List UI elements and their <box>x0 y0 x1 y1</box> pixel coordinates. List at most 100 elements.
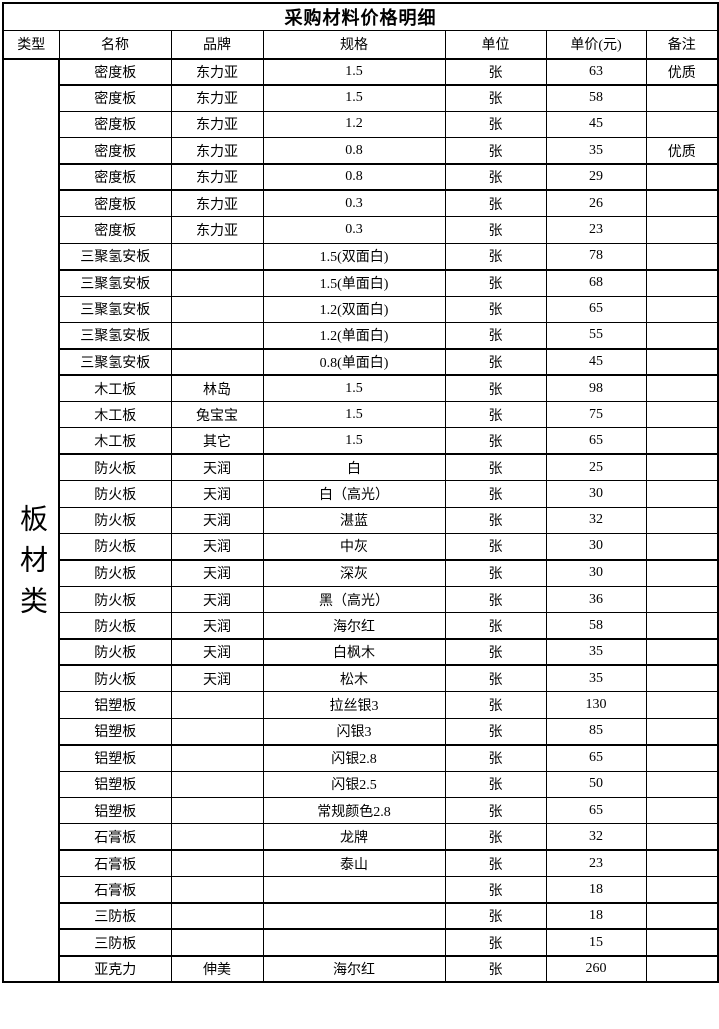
cell-name: 防火板 <box>58 559 172 587</box>
table-row: 密度板 东力亚 0.3 张 26 <box>3 189 719 218</box>
cell-note <box>645 453 719 482</box>
cell-brand: 林岛 <box>170 374 264 403</box>
cell-name: 石膏板 <box>58 876 172 905</box>
cell-note <box>645 374 719 403</box>
cell-name: 亚克力 <box>58 955 172 983</box>
cell-unit: 张 <box>444 163 547 192</box>
cell-name: 铝塑板 <box>58 744 172 772</box>
cell-brand: 东力亚 <box>170 163 264 192</box>
column-header-3: 规格 <box>262 30 446 60</box>
column-header-2: 品牌 <box>170 30 264 60</box>
cell-spec: 闪银2.5 <box>262 770 446 798</box>
table-row: 铝塑板 闪银2.5 张 50 <box>3 770 719 798</box>
table-row: 防火板 天润 中灰张 30 <box>3 533 719 561</box>
cell-brand <box>170 242 264 271</box>
cell-name: 木工板 <box>58 374 172 403</box>
table-row: 防火板 天润 深灰张 30 <box>3 559 719 587</box>
table-row: 石膏板 龙牌张 32 <box>3 823 719 852</box>
cell-brand <box>170 796 264 825</box>
cell-name: 密度板 <box>58 189 172 218</box>
cell-note <box>645 84 719 112</box>
cell-spec: 1.5 <box>262 84 446 112</box>
cell-name: 防火板 <box>58 612 172 641</box>
cell-spec: 闪银2.8 <box>262 744 446 772</box>
cell-brand <box>170 876 264 905</box>
cell-price: 45 <box>545 110 647 139</box>
cell-price: 75 <box>545 401 647 429</box>
cell-note <box>645 242 719 271</box>
cell-name: 铝塑板 <box>58 796 172 825</box>
table-row: 防火板 天润 白（高光）张 30 <box>3 480 719 508</box>
cell-note <box>645 902 719 931</box>
table-row: 防火板 天润 湛蓝张 32 <box>3 506 719 535</box>
cell-name: 防火板 <box>58 585 172 614</box>
cell-note <box>645 955 719 983</box>
cell-note <box>645 559 719 587</box>
column-header-6: 备注 <box>645 30 719 60</box>
column-header-4: 单位 <box>444 30 547 60</box>
cell-unit: 张 <box>444 84 547 112</box>
cell-name: 铝塑板 <box>58 770 172 798</box>
cell-name: 三聚氢安板 <box>58 321 172 350</box>
cell-unit: 张 <box>444 216 547 244</box>
cell-spec: 松木 <box>262 664 446 693</box>
cell-note <box>645 717 719 746</box>
cell-name: 防火板 <box>58 506 172 535</box>
cell-name: 石膏板 <box>58 849 172 878</box>
cell-brand: 天润 <box>170 533 264 561</box>
table-row: 三聚氢安板 1.5(双面白) 张 78 <box>3 242 719 271</box>
cell-spec: 1.5 <box>262 427 446 456</box>
cell-name: 防火板 <box>58 638 172 667</box>
cell-price: 65 <box>545 295 647 323</box>
table-row: 石膏板 张 18 <box>3 876 719 905</box>
cell-spec: 1.5 <box>262 374 446 403</box>
cell-spec: 1.5 <box>262 57 446 86</box>
cell-price: 58 <box>545 84 647 112</box>
cell-spec <box>262 928 446 957</box>
cell-price: 30 <box>545 533 647 561</box>
cell-spec: 1.2(单面白) <box>262 321 446 350</box>
cell-unit: 张 <box>444 902 547 931</box>
cell-spec: 0.8(单面白) <box>262 348 446 377</box>
cell-brand: 天润 <box>170 638 264 667</box>
cell-spec: 0.8 <box>262 137 446 166</box>
cell-price: 130 <box>545 691 647 719</box>
cell-brand <box>170 902 264 931</box>
cell-unit: 张 <box>444 506 547 535</box>
table-row: 铝塑板 常规颜色2.8 张 65 <box>3 796 719 825</box>
cell-price: 98 <box>545 374 647 403</box>
cell-unit: 张 <box>444 849 547 878</box>
table-row: 密度板 东力亚 1.2 张 45 <box>3 110 719 139</box>
cell-spec: 0.3 <box>262 189 446 218</box>
cell-note <box>645 269 719 297</box>
cell-price: 260 <box>545 955 647 983</box>
cell-name: 铝塑板 <box>58 691 172 719</box>
category-cell: 板材类 <box>2 58 60 983</box>
cell-name: 防火板 <box>58 480 172 508</box>
cell-price: 32 <box>545 823 647 852</box>
cell-price: 55 <box>545 321 647 350</box>
cell-price: 32 <box>545 506 647 535</box>
cell-unit: 张 <box>444 955 547 983</box>
table-row: 三防板 张 18 <box>3 902 719 931</box>
cell-spec: 白（高光） <box>262 480 446 508</box>
cell-name: 密度板 <box>58 110 172 139</box>
cell-note <box>645 691 719 719</box>
cell-spec: 湛蓝 <box>262 506 446 535</box>
cell-name: 防火板 <box>58 533 172 561</box>
cell-spec <box>262 876 446 905</box>
cell-spec: 白 <box>262 453 446 482</box>
table-row: 密度板 东力亚 0.3 张 23 <box>3 216 719 244</box>
cell-name: 三聚氢安板 <box>58 295 172 323</box>
cell-price: 50 <box>545 770 647 798</box>
cell-spec: 1.2 <box>262 110 446 139</box>
cell-price: 36 <box>545 585 647 614</box>
cell-price: 63 <box>545 57 647 86</box>
table-row: 木工板 林岛 1.5 张 98 <box>3 374 719 403</box>
cell-price: 35 <box>545 638 647 667</box>
cell-note <box>645 638 719 667</box>
cell-unit: 张 <box>444 295 547 323</box>
cell-brand: 天润 <box>170 664 264 693</box>
cell-name: 密度板 <box>58 137 172 166</box>
cell-price: 65 <box>545 744 647 772</box>
